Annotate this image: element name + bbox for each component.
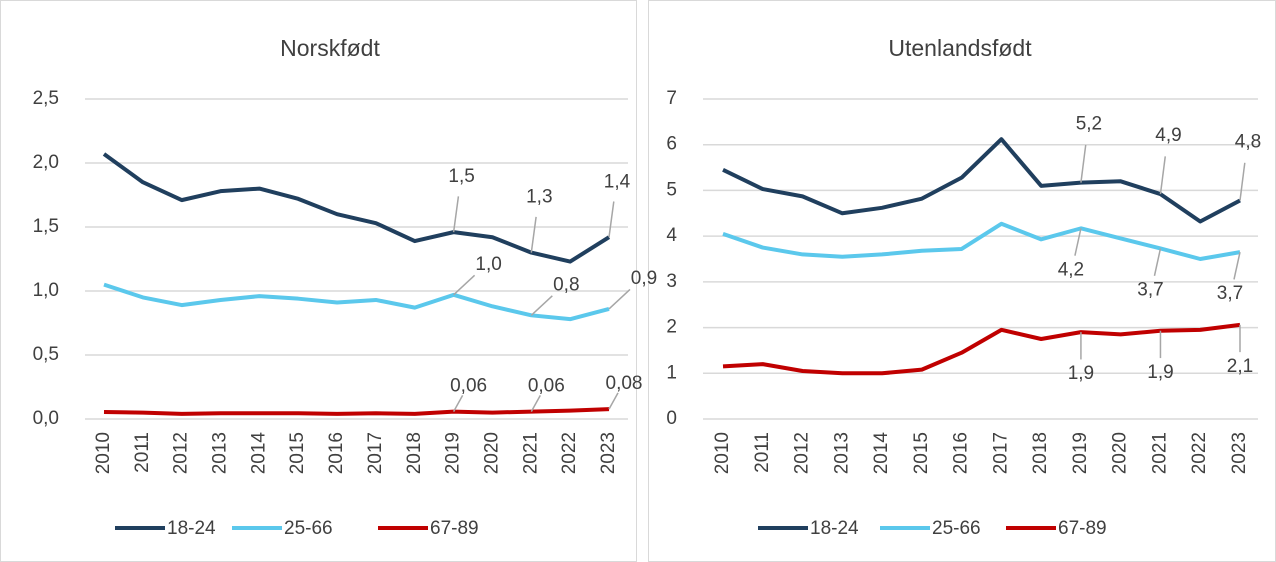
x-tick-label: 2017 (365, 432, 386, 474)
line-series (722, 137, 1241, 224)
x-tick-label: 2014 (871, 432, 892, 475)
y-tick-label: 1,0 (33, 280, 59, 301)
data-label: 0,06 (450, 376, 487, 397)
x-tick-label: 2018 (404, 432, 425, 474)
x-tick-label: 2019 (1070, 432, 1091, 474)
x-tick-label: 2010 (93, 432, 114, 474)
x-tick-label: 2022 (559, 432, 580, 474)
chart-title: Norskfødt (280, 35, 380, 61)
x-tick-label: 2014 (248, 432, 269, 475)
data-label: 1,5 (448, 166, 474, 187)
data-label: 1,9 (1068, 363, 1094, 384)
data-label: 0,9 (631, 268, 657, 289)
data-label: 1,4 (604, 171, 631, 192)
data-label: 5,2 (1076, 114, 1102, 135)
x-tick-label: 2021 (1149, 432, 1170, 474)
y-tick-label: 5 (666, 179, 677, 200)
leader-line (1159, 156, 1167, 195)
data-label: 0,08 (606, 373, 643, 394)
x-tick-label: 2011 (752, 432, 773, 473)
x-tick-label: 2019 (443, 432, 464, 474)
line-series (722, 221, 1241, 261)
leader-line (1233, 251, 1241, 280)
y-tick-label: 6 (666, 134, 677, 155)
leader-line (452, 394, 464, 412)
legend-label: 67-89 (430, 518, 479, 539)
y-tick-label: 3 (666, 271, 677, 292)
data-label: 4,9 (1155, 125, 1181, 146)
x-tick-label: 2023 (1229, 432, 1250, 474)
leader-line (608, 288, 631, 310)
y-tick-label: 2,5 (33, 88, 59, 109)
x-tick-label: 2022 (1189, 432, 1210, 474)
x-tick-label: 2023 (598, 432, 619, 474)
x-tick-label: 2021 (520, 432, 541, 474)
leader-line (1080, 144, 1087, 183)
leader-line (1239, 162, 1246, 201)
data-label: 2,1 (1227, 356, 1253, 377)
data-label: 1,3 (526, 187, 552, 208)
legend-label: 18-24 (167, 518, 216, 539)
y-tick-label: 0 (666, 408, 677, 429)
legend-label: 25-66 (284, 518, 333, 539)
y-tick-label: 2,0 (33, 152, 59, 173)
y-tick-label: 4 (666, 225, 677, 246)
line-series (103, 407, 610, 416)
x-tick-label: 2015 (911, 432, 932, 474)
x-tick-label: 2012 (792, 432, 813, 474)
legend-label: 18-24 (810, 518, 859, 539)
leader-line (530, 216, 537, 253)
y-tick-label: 1,5 (33, 216, 59, 237)
y-tick-label: 0,5 (33, 344, 59, 365)
data-label: 3,7 (1217, 283, 1243, 304)
x-tick-label: 2020 (481, 432, 502, 474)
x-tick-label: 2016 (326, 432, 347, 474)
chart-title: Utenlandsfødt (888, 35, 1032, 61)
data-label: 4,8 (1235, 132, 1261, 153)
leader-line (530, 394, 541, 412)
x-tick-label: 2012 (171, 432, 192, 474)
y-tick-label: 2 (666, 317, 677, 338)
data-label: 0,8 (553, 274, 579, 295)
x-tick-label: 2018 (1030, 432, 1051, 474)
line-series (103, 282, 610, 322)
data-label: 4,2 (1058, 259, 1084, 280)
x-tick-label: 2020 (1110, 432, 1131, 474)
leader-line (1074, 228, 1082, 256)
leader-line (608, 392, 619, 410)
panel-border (648, 0, 1276, 562)
leader-line (1153, 248, 1162, 276)
leader-line (608, 201, 615, 238)
legend-label: 25-66 (932, 518, 981, 539)
data-label: 0,06 (528, 376, 565, 397)
y-tick-label: 7 (666, 88, 677, 109)
x-tick-label: 2013 (210, 432, 231, 474)
y-tick-label: 0,0 (33, 408, 59, 429)
x-tick-label: 2011 (132, 432, 153, 473)
x-tick-label: 2013 (831, 432, 852, 474)
line-series (102, 152, 611, 264)
leader-line (530, 295, 553, 316)
data-label: 1,9 (1147, 362, 1173, 383)
data-label: 1,0 (475, 254, 501, 275)
leader-line (453, 274, 476, 296)
x-tick-label: 2017 (990, 432, 1011, 474)
line-series (722, 322, 1241, 376)
legend-label: 67-89 (1058, 518, 1107, 539)
data-label: 3,7 (1137, 280, 1163, 301)
panel-border (0, 0, 637, 562)
y-tick-label: 1 (666, 362, 677, 383)
x-tick-label: 2016 (951, 432, 972, 474)
x-tick-label: 2015 (287, 432, 308, 474)
x-tick-label: 2010 (712, 432, 733, 474)
leader-line (452, 196, 460, 233)
